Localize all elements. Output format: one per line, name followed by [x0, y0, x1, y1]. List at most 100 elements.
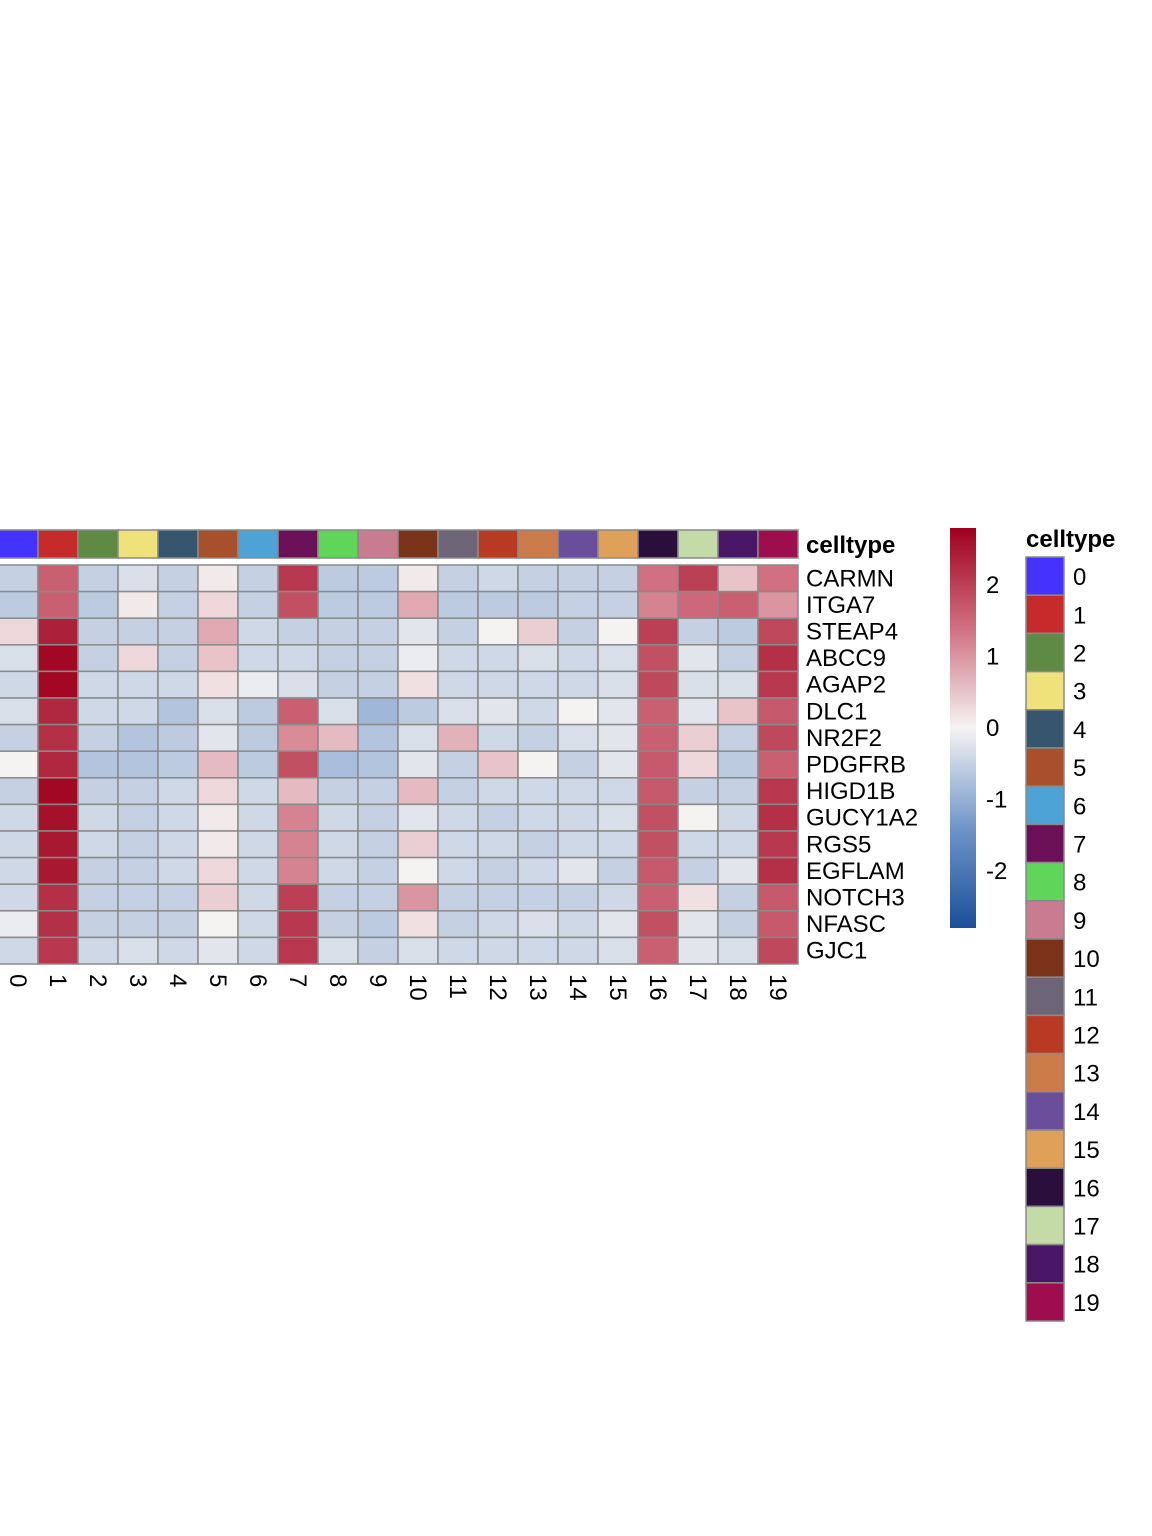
heatmap-cell — [757, 936, 799, 965]
heatmap-cell — [517, 697, 559, 726]
legend-label: 9 — [1073, 908, 1086, 935]
heatmap-cell — [557, 564, 599, 593]
heatmap-cell — [0, 910, 39, 939]
annotation-cell-17 — [677, 529, 719, 559]
heatmap-cell — [717, 830, 759, 859]
heatmap-cell — [197, 856, 239, 885]
heatmap-cell — [0, 803, 39, 832]
heatmap-cell — [597, 936, 639, 965]
heatmap-cell — [677, 883, 719, 912]
heatmap-cell — [477, 644, 519, 673]
heatmap-cell — [717, 697, 759, 726]
heatmap-cell — [157, 803, 199, 832]
heatmap-cell — [397, 590, 439, 619]
gene-label: CARMN — [806, 565, 894, 592]
heatmap-cell — [637, 617, 679, 646]
heatmap-cell — [0, 670, 39, 699]
heatmap-cell — [317, 910, 359, 939]
legend-swatch-2 — [1025, 632, 1065, 673]
heatmap-cells — [0, 564, 799, 965]
legend-label: 18 — [1073, 1252, 1100, 1279]
heatmap-cell — [117, 803, 159, 832]
annotation-cell-0 — [0, 529, 39, 559]
heatmap-cell — [197, 883, 239, 912]
heatmap-cell — [397, 830, 439, 859]
heatmap-cell — [597, 670, 639, 699]
legend-label: 5 — [1073, 755, 1086, 782]
heatmap-cell — [477, 617, 519, 646]
heatmap-cell — [597, 883, 639, 912]
heatmap-cell — [357, 856, 399, 885]
annotation-cell-10 — [397, 529, 439, 559]
colorbar-gradient — [950, 528, 976, 928]
heatmap-cell — [437, 590, 479, 619]
heatmap-cell — [277, 777, 319, 806]
legend-swatch-15 — [1025, 1129, 1065, 1169]
heatmap-cell — [117, 564, 159, 593]
heatmap-cell — [37, 803, 79, 832]
heatmap-cell — [357, 936, 399, 965]
legend-swatch-13 — [1025, 1052, 1065, 1093]
annotation-cell-2 — [77, 529, 119, 559]
heatmap-cell — [677, 830, 719, 859]
heatmap-cell — [517, 564, 559, 593]
legend-swatch-5 — [1025, 747, 1065, 787]
heatmap-cell — [517, 590, 559, 619]
heatmap-cell — [237, 723, 279, 752]
heatmap-cell — [477, 750, 519, 779]
heatmap-cell — [117, 777, 159, 806]
annotation-cell-12 — [477, 529, 519, 559]
heatmap-cell — [237, 883, 279, 912]
heatmap-cell — [677, 803, 719, 832]
heatmap-cell — [157, 590, 199, 619]
heatmap-cell — [437, 670, 479, 699]
heatmap-cell — [157, 750, 199, 779]
heatmap-cell — [517, 856, 559, 885]
legend-label: 4 — [1073, 717, 1086, 744]
heatmap-cell — [117, 617, 159, 646]
heatmap-cell — [597, 777, 639, 806]
heatmap-cell — [117, 856, 159, 885]
gene-label: ITGA7 — [806, 592, 875, 619]
column-label: 17 — [684, 974, 711, 1001]
heatmap-cell — [277, 856, 319, 885]
heatmap-cell — [397, 697, 439, 726]
heatmap-cell — [437, 750, 479, 779]
heatmap-cell — [557, 670, 599, 699]
heatmap-cell — [757, 777, 799, 806]
heatmap-cell — [157, 856, 199, 885]
column-label: 1 — [44, 974, 71, 987]
gene-label: RGS5 — [806, 831, 871, 858]
heatmap-cell — [477, 670, 519, 699]
heatmap-cell — [717, 644, 759, 673]
heatmap-cell — [157, 670, 199, 699]
heatmap-cell — [37, 617, 79, 646]
legend-label: 6 — [1073, 793, 1086, 820]
heatmap-cell — [197, 670, 239, 699]
heatmap-cell — [637, 590, 679, 619]
column-label: 9 — [364, 974, 391, 987]
heatmap-cell — [357, 670, 399, 699]
gene-labels: CARMNITGA7STEAP4ABCC9AGAP2DLC1NR2F2PDGFR… — [806, 565, 918, 964]
legend-label: 3 — [1073, 679, 1086, 706]
heatmap-cell — [37, 856, 79, 885]
heatmap-cell — [77, 590, 119, 619]
heatmap-cell — [317, 644, 359, 673]
legend-swatch-19 — [1025, 1282, 1065, 1322]
heatmap-cell — [477, 856, 519, 885]
heatmap-cell — [317, 564, 359, 593]
legend-swatch-8 — [1025, 861, 1065, 902]
heatmap-cell — [717, 936, 759, 965]
heatmap-cell — [197, 910, 239, 939]
column-label: 13 — [524, 974, 551, 1001]
colorbar-tick-label: -2 — [986, 858, 1007, 885]
heatmap-cell — [197, 936, 239, 965]
heatmap-cell — [357, 883, 399, 912]
heatmap-cell — [197, 777, 239, 806]
heatmap-cell — [557, 723, 599, 752]
heatmap-cell — [597, 856, 639, 885]
column-label: 19 — [764, 974, 791, 1001]
column-label: 10 — [404, 974, 431, 1001]
heatmap-cell — [757, 723, 799, 752]
heatmap-cell — [117, 750, 159, 779]
